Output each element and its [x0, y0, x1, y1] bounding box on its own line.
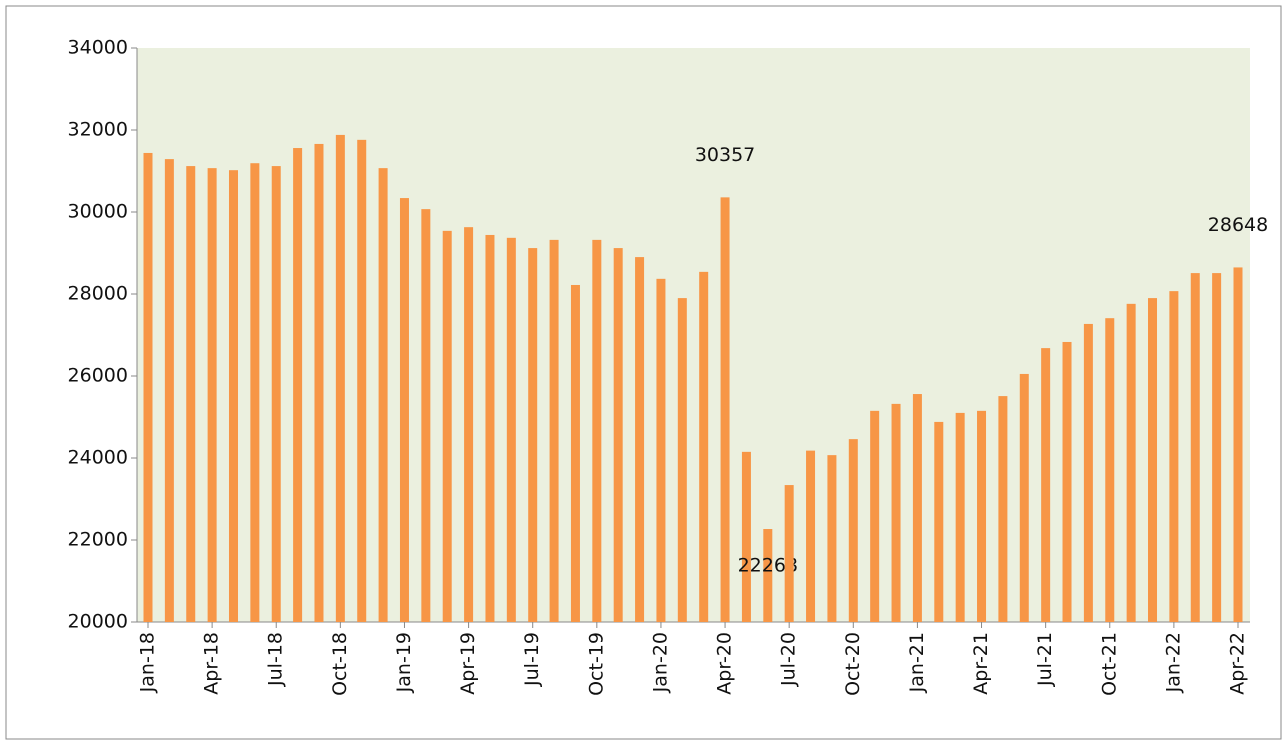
- bar: [1212, 273, 1222, 622]
- bar: [635, 257, 645, 622]
- x-tick-label: Oct-21: [1098, 632, 1120, 696]
- x-tick-label: Jul-18: [265, 632, 287, 687]
- bar: [763, 529, 773, 622]
- bar: [1041, 348, 1051, 622]
- bar: [549, 239, 559, 622]
- x-tick-label: Jan-21: [906, 632, 928, 693]
- x-tick-label: Oct-19: [585, 632, 607, 696]
- bar: [977, 410, 987, 622]
- bar: [955, 412, 965, 622]
- bar: [464, 227, 474, 623]
- bar: [934, 421, 944, 622]
- bar: [143, 152, 153, 622]
- bar: [164, 159, 174, 623]
- value-label: 28648: [1208, 214, 1268, 236]
- bar: [1169, 291, 1179, 622]
- bar: [1148, 298, 1158, 622]
- bar: [699, 271, 709, 622]
- bar: [228, 170, 238, 622]
- x-tick-label: Apr-21: [970, 632, 992, 695]
- bar: [357, 139, 367, 622]
- y-tick-label: 20000: [68, 611, 128, 633]
- bar: [784, 485, 794, 622]
- bar: [271, 166, 281, 622]
- bar: [912, 394, 922, 622]
- x-tick-label: Jul-21: [1034, 632, 1056, 687]
- x-tick-label: Apr-19: [457, 632, 479, 695]
- x-tick-label: Jan-22: [1162, 632, 1184, 693]
- plot-area: [137, 48, 1250, 622]
- bar: [506, 237, 516, 622]
- bar: [656, 278, 666, 622]
- value-label: 22268: [738, 555, 798, 577]
- bar: [592, 239, 602, 622]
- y-tick-label: 24000: [68, 447, 128, 469]
- y-tick-label: 26000: [68, 365, 128, 387]
- bar: [741, 451, 751, 622]
- y-tick-label: 32000: [68, 119, 128, 141]
- x-tick-label: Jul-20: [778, 632, 800, 687]
- bar: [293, 148, 303, 623]
- bar: [1190, 273, 1200, 622]
- bar: [1062, 341, 1072, 622]
- bar: [314, 143, 324, 622]
- bar: [1083, 323, 1093, 622]
- bar: [677, 298, 687, 622]
- x-tick-label: Jan-19: [393, 632, 415, 693]
- bar: [827, 455, 837, 622]
- bar: [806, 450, 816, 622]
- x-tick-label: Jan-18: [137, 632, 159, 693]
- x-tick-label: Apr-22: [1227, 632, 1249, 695]
- bar: [1019, 373, 1029, 622]
- bar: [378, 168, 388, 622]
- bar: [1105, 318, 1115, 622]
- x-tick-label: Jan-20: [649, 632, 671, 693]
- bar: [870, 410, 880, 622]
- bar: [186, 166, 196, 622]
- bar: [335, 134, 345, 623]
- bar: [399, 198, 409, 622]
- bar: [720, 197, 730, 622]
- x-tick-label: Apr-18: [201, 632, 223, 695]
- bar: [891, 403, 901, 622]
- y-tick-label: 34000: [68, 37, 128, 59]
- y-tick-label: 28000: [68, 283, 128, 305]
- bar: [998, 396, 1008, 622]
- value-label: 30357: [695, 144, 755, 166]
- bar: [848, 439, 858, 622]
- x-tick-label: Oct-20: [842, 632, 864, 696]
- bar: [1233, 267, 1243, 622]
- y-tick-label: 22000: [68, 529, 128, 551]
- bar: [250, 163, 260, 622]
- bar: [207, 168, 217, 622]
- bar: [570, 284, 580, 622]
- bar: [442, 230, 452, 623]
- x-tick-label: Oct-18: [329, 632, 351, 696]
- x-tick-label: Jul-19: [521, 632, 543, 687]
- bar: [421, 209, 431, 622]
- bar: [485, 234, 495, 622]
- bar: [613, 248, 623, 622]
- bar: [528, 248, 538, 622]
- y-tick-label: 30000: [68, 201, 128, 223]
- x-tick-label: Apr-20: [714, 632, 736, 695]
- bar: [1126, 303, 1136, 622]
